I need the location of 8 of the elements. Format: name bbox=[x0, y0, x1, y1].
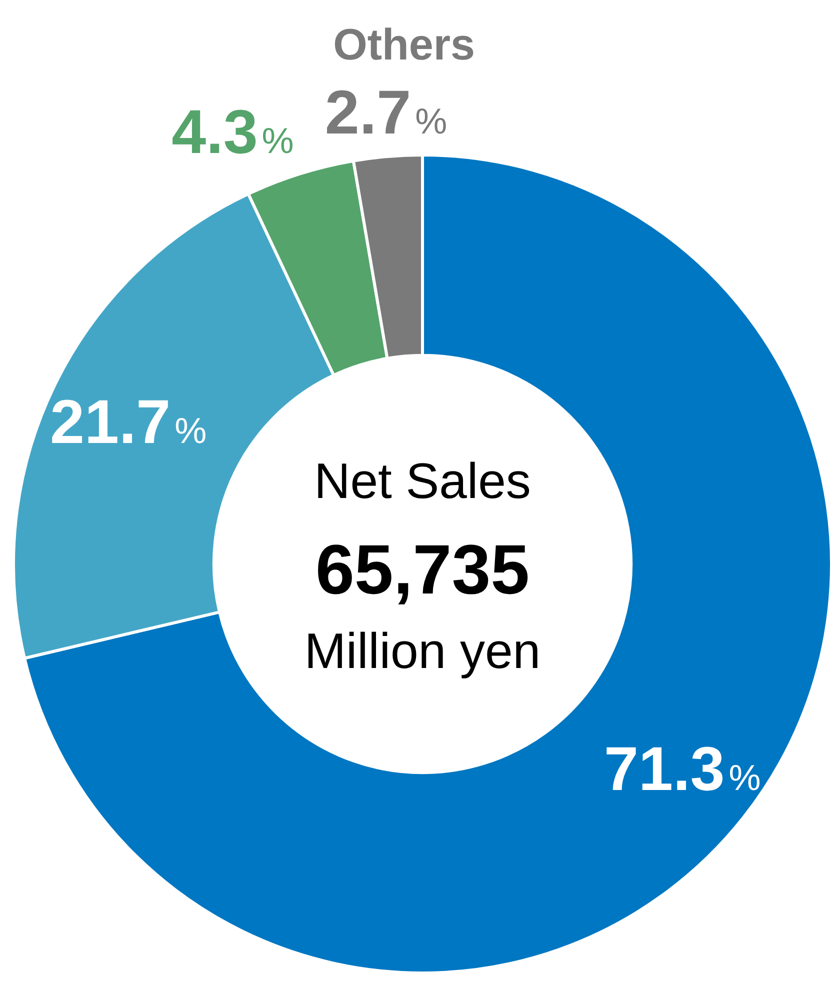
data-label: 21.7% bbox=[50, 388, 207, 458]
data-label: 4.3% bbox=[172, 98, 294, 167]
data-label: 2.7% bbox=[324, 78, 448, 148]
text: Net Sales bbox=[314, 452, 531, 509]
text: 65,735 bbox=[315, 530, 530, 608]
data-label: 71.3% bbox=[604, 734, 761, 804]
slice-label: Others bbox=[333, 20, 475, 70]
text: Million yen bbox=[304, 622, 541, 679]
